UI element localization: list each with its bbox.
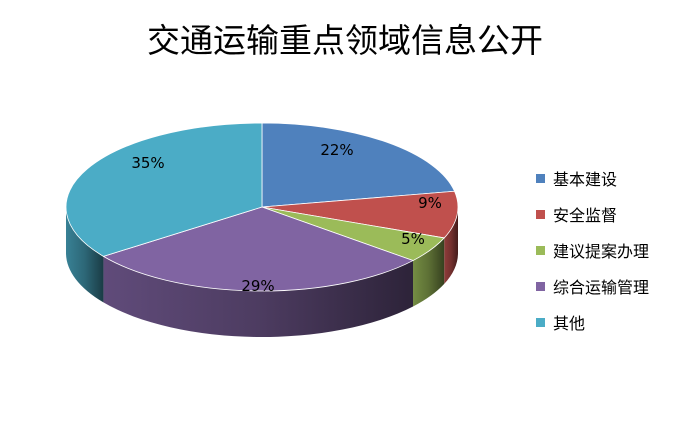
pie-side-2 (413, 237, 445, 307)
pie-slice-1 (261, 190, 459, 239)
chart-title: 交通运输重点领域信息公开 (147, 21, 543, 60)
data-label-1: 9% (418, 194, 442, 212)
pie-slice-3 (102, 206, 415, 292)
legend-label: 安全监督 (553, 206, 618, 225)
data-label-2: 5% (401, 230, 425, 248)
legend-label: 其他 (553, 314, 586, 333)
legend-swatch (536, 317, 545, 327)
legend-label: 建议提案办理 (553, 242, 650, 261)
pie-slice-4 (65, 122, 263, 257)
legend-item: 综合运输管理 (536, 268, 649, 304)
data-label-0: 22% (320, 141, 353, 159)
legend-item: 其他 (536, 304, 649, 340)
legend-label: 基本建设 (553, 170, 618, 189)
legend-item: 基本建设 (536, 160, 649, 196)
data-label-4: 35% (131, 154, 164, 172)
legend-swatch (536, 209, 545, 219)
data-label-3: 29% (241, 277, 274, 295)
legend: 基本建设安全监督建议提案办理 综合运输管理 其他 (536, 160, 649, 340)
pie-side-4 (66, 207, 104, 303)
pie-slice-0 (261, 122, 456, 208)
pie-side-3 (103, 256, 414, 337)
legend-swatch (536, 281, 545, 291)
legend-item: 安全监督 (536, 196, 649, 232)
legend-swatch (536, 245, 545, 255)
legend-label: 综合运输管理 (553, 278, 650, 297)
legend-swatch (536, 173, 545, 183)
legend-item: 建议提案办理 (536, 232, 649, 268)
pie-side-1 (444, 207, 458, 284)
